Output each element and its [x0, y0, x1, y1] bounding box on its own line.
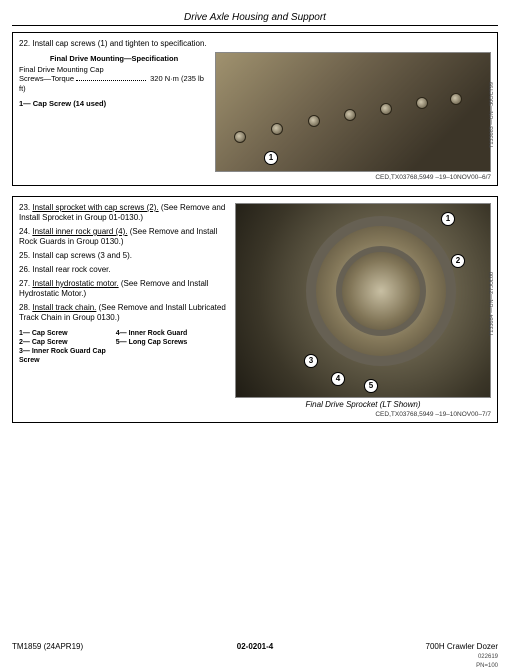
legend-l-3: Screw	[19, 356, 106, 365]
legend-r-0: 4— Inner Rock Guard	[116, 329, 188, 338]
spec-title: Final Drive Mounting—Specification	[19, 54, 209, 63]
footer-left: TM1859 (24APR19)	[12, 642, 83, 651]
spec-label: Final Drive Mounting Cap	[19, 65, 209, 74]
figure-1-image: 1 T133683 —UN—30OCT99	[215, 52, 491, 172]
legend-l-2: 3— Inner Rock Guard Cap	[19, 347, 106, 356]
callout-b2: 2	[451, 254, 465, 268]
figure-2-code: T133684 —UN—27JUL00	[489, 271, 495, 335]
footer-right-sub2: PN=100	[476, 663, 498, 669]
step-23: 23. Install sprocket with cap screws (2)…	[19, 203, 229, 223]
callout-b3: 3	[304, 354, 318, 368]
spec-line-left: Screws—Torque	[19, 74, 74, 83]
legend-l-0: 1— Cap Screw	[19, 329, 106, 338]
callout-b5: 5	[364, 379, 378, 393]
legend-1: 1— Cap Screw (14 used)	[19, 99, 209, 108]
figure-2-img-caption: Final Drive Sprocket (LT Shown)	[235, 400, 491, 409]
page-footer: TM1859 (24APR19) 02-0201-4 700H Crawler …	[12, 642, 498, 651]
step-block-23-28: 23. Install sprocket with cap screws (2)…	[12, 196, 498, 423]
step-block-22: 22. Install cap screws (1) and tighten t…	[12, 32, 498, 186]
figure-2-caption: CED,TX03768,5949 –19–10NOV00–7/7	[19, 411, 491, 418]
spec-line: Screws—Torque 320 N·m (235 lb ft)	[19, 74, 209, 93]
legend-r-1: 5— Long Cap Screws	[116, 338, 188, 347]
steps-list: 23. Install sprocket with cap screws (2)…	[19, 203, 229, 323]
step-28: 28. Install track chain. (See Remove and…	[19, 303, 229, 323]
footer-right-sub1: 022619	[478, 654, 498, 660]
figure-1-code: T133683 —UN—30OCT99	[489, 82, 495, 148]
header-rule	[12, 25, 498, 26]
legend-block: 1— Cap Screw 2— Cap Screw 3— Inner Rock …	[19, 329, 229, 365]
figure-1-caption: CED,TX03768,5949 –19–10NOV00–6/7	[19, 174, 491, 181]
figure-2-image: 1 2 3 4 5 T133684 —UN—27JUL00	[235, 203, 491, 398]
step-24: 24. Install inner rock guard (4). (See R…	[19, 227, 229, 247]
step-26: 26. Install rear rock cover.	[19, 265, 229, 275]
page-title: Drive Axle Housing and Support	[12, 8, 498, 25]
legend-l-1: 2— Cap Screw	[19, 338, 106, 347]
step-25: 25. Install cap screws (3 and 5).	[19, 251, 229, 261]
step-27: 27. Install hydrostatic motor. (See Remo…	[19, 279, 229, 299]
footer-right-main: 700H Crawler Dozer	[426, 642, 498, 651]
step-22-text: 22. Install cap screws (1) and tighten t…	[19, 39, 491, 48]
callout-b1: 1	[441, 212, 455, 226]
callout-1: 1	[264, 151, 278, 165]
footer-mid: 02-0201-4	[237, 642, 273, 651]
callout-b4: 4	[331, 372, 345, 386]
